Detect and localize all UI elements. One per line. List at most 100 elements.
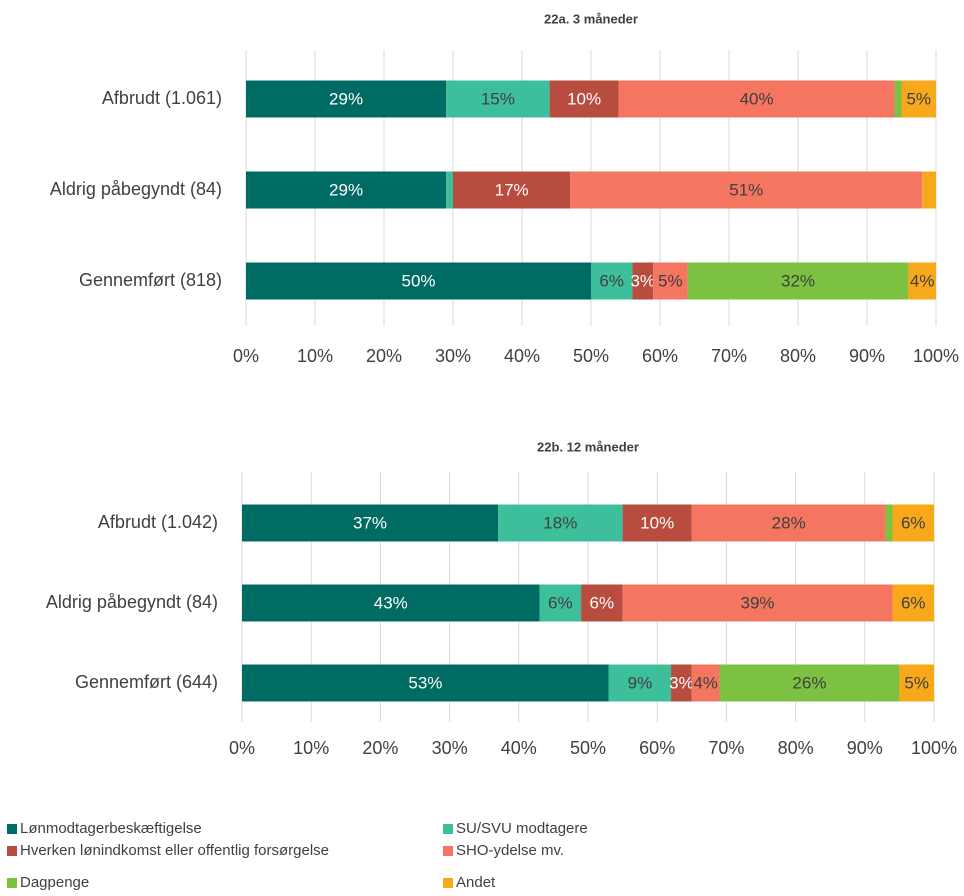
bar-segment — [246, 262, 591, 300]
y-tick-label: Afbrudt (1.042) — [98, 512, 218, 532]
data-label: 50% — [401, 271, 435, 290]
x-tick-label: 20% — [366, 346, 402, 366]
legend-label: SHO-ydelse mv. — [456, 842, 564, 859]
data-label: 53% — [408, 673, 442, 692]
x-tick-label: 80% — [780, 346, 816, 366]
bar-segment — [242, 584, 540, 622]
data-label: 18% — [543, 513, 577, 532]
data-label: 3% — [630, 271, 655, 290]
x-tick-label: 10% — [293, 738, 329, 758]
legend-label: Lønmodtagerbeskæftigelse — [20, 820, 202, 837]
x-tick-label: 100% — [911, 738, 957, 758]
x-tick-label: 30% — [435, 346, 471, 366]
data-label: 51% — [729, 180, 763, 199]
data-label: 4% — [910, 271, 935, 290]
data-label: 6% — [590, 593, 615, 612]
x-tick-label: 100% — [913, 346, 959, 366]
bar-segment — [622, 584, 893, 622]
data-label: 9% — [628, 673, 653, 692]
y-tick-label: Afbrudt (1.061) — [102, 88, 222, 108]
data-label: 29% — [329, 89, 363, 108]
data-label: 6% — [901, 513, 926, 532]
bar-segment — [581, 584, 623, 622]
bar-segment — [892, 584, 934, 622]
bar-segment — [687, 262, 909, 300]
data-label: 4% — [693, 673, 718, 692]
data-label: 5% — [658, 271, 683, 290]
bar-segment — [591, 262, 633, 300]
chart-title: 22a. 3 måneder — [544, 11, 638, 26]
legend-swatch — [7, 846, 17, 856]
bar-segment — [719, 664, 900, 702]
y-tick-label: Gennemført (818) — [79, 270, 222, 290]
bar-segment — [908, 262, 936, 300]
bar-segment — [246, 171, 447, 209]
data-label: 40% — [740, 89, 774, 108]
legend-swatch — [443, 846, 453, 856]
x-tick-label: 40% — [504, 346, 540, 366]
x-tick-label: 90% — [847, 738, 883, 758]
bar-segment — [671, 664, 692, 702]
data-label: 37% — [353, 513, 387, 532]
x-tick-label: 20% — [362, 738, 398, 758]
x-tick-label: 80% — [778, 738, 814, 758]
x-tick-label: 30% — [432, 738, 468, 758]
legend-label: Hverken lønindkomst eller offentlig fors… — [20, 842, 329, 859]
bar-segment — [892, 504, 934, 542]
data-label: 6% — [599, 271, 624, 290]
bar-segment — [242, 504, 499, 542]
bar-segment — [549, 80, 619, 118]
bar-segment — [899, 664, 934, 702]
legend-swatch — [7, 878, 17, 888]
x-tick-label: 50% — [570, 738, 606, 758]
chart-title: 22b. 12 måneder — [537, 439, 639, 454]
y-tick-label: Gennemført (644) — [75, 672, 218, 692]
bar-segment — [608, 664, 672, 702]
x-tick-label: 60% — [642, 346, 678, 366]
bar-segment — [885, 504, 893, 542]
data-label: 10% — [640, 513, 674, 532]
bar-segment — [570, 171, 923, 209]
data-label: 17% — [495, 180, 529, 199]
data-label: 6% — [548, 593, 573, 612]
data-label: 10% — [567, 89, 601, 108]
data-label: 3% — [669, 673, 694, 692]
data-label: 29% — [329, 180, 363, 199]
x-tick-label: 70% — [711, 346, 747, 366]
bar-segment — [691, 664, 720, 702]
x-tick-label: 70% — [708, 738, 744, 758]
bar-segment — [446, 80, 550, 118]
bar-segment — [453, 171, 571, 209]
data-label: 15% — [481, 89, 515, 108]
x-tick-label: 50% — [573, 346, 609, 366]
bar-segment — [653, 262, 688, 300]
bar-segment — [246, 80, 447, 118]
x-tick-label: 90% — [849, 346, 885, 366]
x-tick-label: 60% — [639, 738, 675, 758]
data-label: 6% — [901, 593, 926, 612]
data-label: 39% — [741, 593, 775, 612]
data-label: 32% — [781, 271, 815, 290]
bar-segment — [446, 171, 453, 209]
data-label: 43% — [374, 593, 408, 612]
x-tick-label: 0% — [229, 738, 255, 758]
data-label: 28% — [772, 513, 806, 532]
legend-swatch — [443, 878, 453, 888]
bar-segment — [622, 504, 692, 542]
bar-segment — [691, 504, 886, 542]
legend-label: SU/SVU modtagere — [456, 820, 588, 837]
legend-swatch — [7, 824, 17, 834]
y-tick-label: Aldrig påbegyndt (84) — [50, 179, 222, 199]
legend-label: Andet — [456, 874, 496, 891]
data-label: 26% — [792, 673, 826, 692]
y-tick-label: Aldrig påbegyndt (84) — [46, 592, 218, 612]
x-tick-label: 0% — [233, 346, 259, 366]
bar-segment — [539, 584, 582, 622]
legend-label: Dagpenge — [20, 874, 89, 891]
bar-segment — [618, 80, 895, 118]
x-tick-label: 40% — [501, 738, 537, 758]
bar-segment — [242, 664, 609, 702]
bar-segment — [922, 171, 936, 209]
data-label: 5% — [904, 673, 929, 692]
